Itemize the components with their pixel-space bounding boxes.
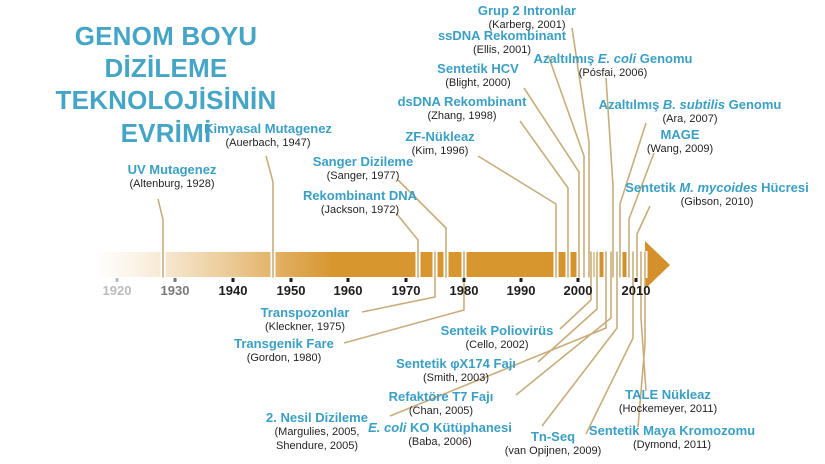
axis-tick [576,278,580,282]
event-label: Sentetik Maya Kromozomu [588,423,756,438]
event-citation: (Margulies, 2005, Shendure, 2005) [274,425,360,452]
event-label: MAGE [660,127,700,142]
connector-line [547,54,585,278]
event-label: Transgenik Fare [234,336,334,351]
connector-line [523,87,580,278]
axis-tick [173,278,177,282]
event-label: Refaktöre T7 Fajı [388,389,494,404]
event-label: Sentetik M. mycoides Hücresi [625,180,809,195]
axis-year-label: 1990 [506,283,536,298]
event-citation: (Dymond, 2011) [632,438,712,451]
page-title-line2: TEKNOLOJİSİNİN EVRİMİ [55,85,277,148]
timeline-event: Azaltılmış B. subtilis Genomu (Ara, 2007) [598,97,782,127]
event-label: TALE Nükleaz [625,387,711,402]
timeline-event: Senteik Poliovirüs (Cello, 2002) [440,323,554,353]
event-citation: (Baba, 2006) [408,435,472,448]
timeline-event: Sentetik Maya Kromozomu (Dymond, 2011) [588,423,756,453]
event-citation: (van Opijnen, 2009) [504,444,602,457]
event-label: E. coli KO Kütüphanesi [368,420,512,435]
event-label: Azaltılmış E. coli Genomu [533,51,693,66]
timeline-event: UV Mutagenez (Altenburg, 1928) [127,162,217,192]
event-citation: (Cello, 2002) [465,338,529,351]
timeline-bar [95,252,648,277]
axis-tick [346,278,350,282]
axis-year-label: 1930 [160,283,190,298]
axis-tick [404,278,408,282]
event-label: 2. Nesil Dizileme [266,410,368,425]
event-citation: (Kim, 1996) [411,144,469,157]
event-citation: (Sanger, 1977) [326,169,400,182]
event-citation: (Smith, 2003) [422,371,490,384]
axis-year-label: 1960 [333,283,363,298]
axis-year-label: 1920 [102,283,132,298]
event-label: Kimyasal Mutagenez [204,121,332,136]
axis-tick [519,278,523,282]
page-title-line1: GENOM BOYU DİZİLEME [74,21,258,84]
event-label: Grup 2 Intronlar [477,3,577,18]
timeline-event: Transpozonlar (Kleckner, 1975) [260,305,350,335]
event-label: ZF-Nükleaz [405,129,475,144]
timeline-event: Azaltılmış E. coli Genomu (Pósfai, 2006) [533,51,693,81]
timeline-event: Kimyasal Mutagenez (Auerbach, 1947) [204,121,332,151]
timeline-event: E. coli KO Kütüphanesi (Baba, 2006) [368,420,512,450]
timeline-event: ZF-Nükleaz (Kim, 1996) [405,129,475,159]
event-citation: (Gordon, 1980) [246,351,322,364]
event-label: Azaltılmış B. subtilis Genomu [598,97,782,112]
event-citation: (Wang, 2009) [646,142,714,155]
event-label: Sanger Dizileme [312,154,414,169]
event-citation: (Hockemeyer, 2011) [618,402,718,415]
timeline-event: 2. Nesil Dizileme (Margulies, 2005, Shend… [266,410,368,453]
axis-year-label: 1950 [276,283,306,298]
timeline-event: TALE Nükleaz (Hockemeyer, 2011) [618,387,718,417]
event-citation: (Blight, 2000) [445,76,511,89]
event-citation: (Chan, 2005) [408,404,474,417]
timeline-event: Refaktöre T7 Fajı (Chan, 2005) [388,389,494,419]
event-label: dsDNA Rekombinant [397,94,527,109]
event-citation: (Gibson, 2010) [680,195,754,208]
timeline-event: Sentetik M. mycoides Hücresi (Gibson, 201… [625,180,809,210]
event-label: Tn-Seq [530,429,576,444]
event-citation: (Jackson, 1972) [320,203,400,216]
axis-tick [289,278,293,282]
event-citation: (Pósfai, 2006) [578,66,648,79]
event-citation: (Ara, 2007) [662,112,718,125]
timeline-event: Transgenik Fare (Gordon, 1980) [234,336,334,366]
axis-tick [634,278,638,282]
event-citation: (Altenburg, 1928) [129,177,215,190]
timeline-event: Rekombinant DNA (Jackson, 1972) [302,188,418,218]
event-label: UV Mutagenez [127,162,217,177]
timeline-event: Tn-Seq (van Opijnen, 2009) [504,429,602,459]
event-label: Transpozonlar [260,305,350,320]
timeline-event: ssDNA Rekombinant (Ellis, 2001) [437,28,567,58]
event-label: Senteik Poliovirüs [440,323,554,338]
event-label: Sentetik HCV [437,61,519,76]
event-label: Sentetik φX174 Fajı [396,356,516,371]
timeline-event: MAGE (Wang, 2009) [646,127,714,157]
axis-tick [115,278,119,282]
event-citation: (Kleckner, 1975) [264,320,346,333]
axis-year-label: 1980 [449,283,479,298]
event-citation: (Ellis, 2001) [472,43,532,56]
arrow-right-icon [645,241,670,289]
timeline-event: Sentetik φX174 Fajı (Smith, 2003) [396,356,516,386]
axis-tick [462,278,466,282]
axis-year-label: 2010 [621,283,651,298]
axis-year-label: 1940 [218,283,248,298]
axis-tick [231,278,235,282]
axis-year-label: 1970 [391,283,421,298]
timeline-event: dsDNA Rekombinant (Zhang, 1998) [397,94,527,124]
event-citation: (Karberg, 2001) [488,18,566,31]
event-citation: (Auerbach, 1947) [225,136,311,149]
event-label: Rekombinant DNA [302,188,418,203]
event-citation: (Zhang, 1998) [427,109,497,122]
timeline-event: Sentetik HCV (Blight, 2000) [437,61,519,91]
page-title: GENOM BOYU DİZİLEME TEKNOLOJİSİNİN EVRİM… [14,20,318,149]
axis-year-label: 2000 [563,283,593,298]
event-label: ssDNA Rekombinant [437,28,567,43]
timeline-event: Sanger Dizileme (Sanger, 1977) [312,154,414,184]
timeline-event: Grup 2 Intronlar (Karberg, 2001) [477,3,577,33]
